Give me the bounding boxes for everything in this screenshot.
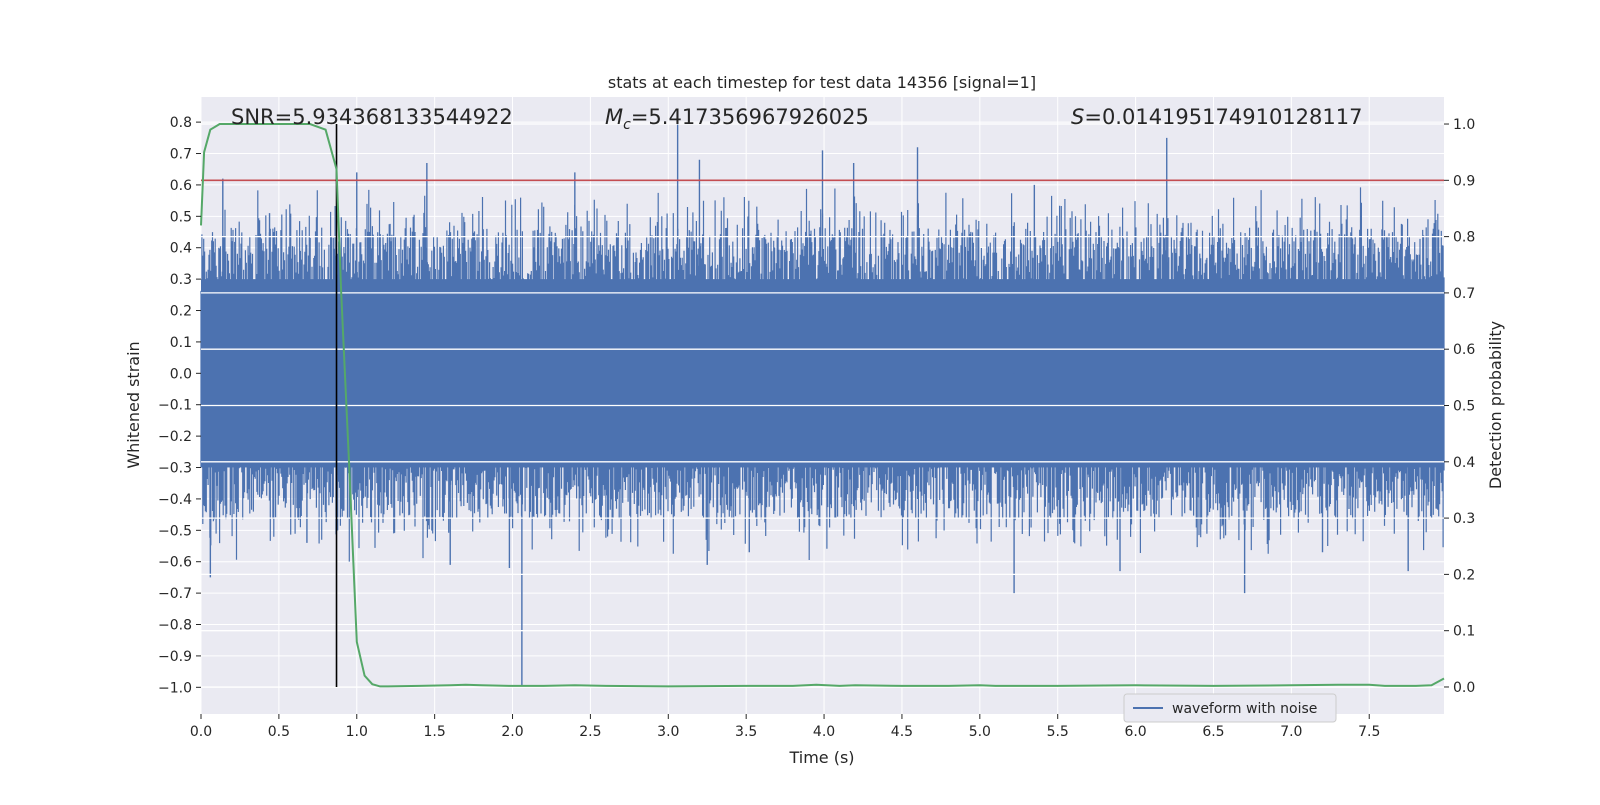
y-left-tick-label: 0.8 xyxy=(170,115,192,131)
y-right-tick-label: 1.0 xyxy=(1453,117,1475,133)
y-axis-right-label: Detection probability xyxy=(1486,321,1505,489)
x-tick-label: 2.0 xyxy=(501,724,523,740)
y-left-tick-label: −1.0 xyxy=(158,680,192,696)
y-left-tick-label: −0.1 xyxy=(158,398,192,414)
probability-series xyxy=(200,123,1445,688)
y-right-tick-label: 0.9 xyxy=(1453,173,1475,189)
y-left-tick-label: −0.5 xyxy=(158,523,192,539)
s-symbol: S xyxy=(1071,105,1084,129)
y-left-tick-label: 0.6 xyxy=(170,178,192,194)
x-tick-label: 6.0 xyxy=(1124,724,1146,740)
x-tick-label: 6.5 xyxy=(1202,724,1224,740)
y-right-tick-label: 0.1 xyxy=(1453,624,1475,640)
chirp-mass-annotation: Mc=5.417356967926025 xyxy=(605,105,869,133)
y-right-tick-label: 0.0 xyxy=(1453,680,1475,696)
y-left-tick-label: −0.9 xyxy=(158,649,192,665)
y-axis-left-label: Whitened strain xyxy=(124,341,143,468)
y-left-tick-label: 0.0 xyxy=(170,366,192,382)
y-left-tick-label: 0.3 xyxy=(170,272,192,288)
y-left-tick-label: 0.5 xyxy=(170,209,192,225)
x-tick-label: 3.0 xyxy=(657,724,679,740)
x-tick-label: 3.5 xyxy=(735,724,757,740)
x-tick-label: 7.5 xyxy=(1358,724,1380,740)
x-tick-label: 1.0 xyxy=(346,724,368,740)
x-tick-label: 4.0 xyxy=(813,724,835,740)
y-right-tick-label: 0.3 xyxy=(1453,511,1475,527)
s-annotation: S=0.014195174910128117 xyxy=(1071,105,1362,129)
x-tick-label: 5.5 xyxy=(1047,724,1069,740)
y-left-tick-label: 0.1 xyxy=(170,335,192,351)
legend-label: waveform with noise xyxy=(1172,701,1317,717)
right-axis-grid xyxy=(201,123,1444,688)
y-left-tick-label: 0.4 xyxy=(170,241,192,257)
mc-symbol: M xyxy=(605,105,623,129)
x-tick-label: 0.5 xyxy=(268,724,290,740)
y-right-tick-label: 0.7 xyxy=(1453,286,1475,302)
x-tick-label: 1.5 xyxy=(424,724,446,740)
x-tick-label: 2.5 xyxy=(579,724,601,740)
y-left-tick-label: −0.4 xyxy=(158,492,192,508)
x-tick-label: 0.0 xyxy=(190,724,212,740)
legend-box xyxy=(1123,693,1337,723)
y-left-tick-label: 0.2 xyxy=(170,304,192,320)
y-left-tick-label: −0.8 xyxy=(158,618,192,634)
x-tick-label: 7.0 xyxy=(1280,724,1302,740)
y-left-tick-label: −0.3 xyxy=(158,461,192,477)
x-axis-label: Time (s) xyxy=(788,748,854,767)
snr-annotation: SNR=5.934368133544922 xyxy=(231,105,513,129)
legend: waveform with noise xyxy=(1123,693,1337,723)
x-tick-label: 5.0 xyxy=(969,724,991,740)
detection-probability-line xyxy=(200,123,1445,688)
x-tick-label: 4.5 xyxy=(891,724,913,740)
ticks: 0.0 0.5 1.0 1.5 2.0 2.5 3.0 3.5 4.0 4.5 5.0 5.5 6.0 6… xyxy=(158,115,1475,740)
y-left-tick-label: 0.7 xyxy=(170,147,192,163)
y-left-tick-label: −0.7 xyxy=(158,586,192,602)
y-right-tick-label: 0.6 xyxy=(1453,342,1475,358)
mc-subscript: c xyxy=(623,117,631,133)
y-right-tick-label: 0.8 xyxy=(1453,230,1475,246)
chart-title: stats at each timestep for test data 143… xyxy=(608,73,1036,92)
s-value: =0.014195174910128117 xyxy=(1084,105,1362,129)
y-left-tick-label: −0.6 xyxy=(158,555,192,571)
y-left-tick-label: −0.2 xyxy=(158,429,192,445)
mc-value: =5.417356967926025 xyxy=(631,105,869,129)
waveform-series xyxy=(200,122,1445,688)
y-right-tick-label: 0.2 xyxy=(1453,567,1475,583)
y-right-tick-label: 0.5 xyxy=(1453,399,1475,415)
y-right-tick-label: 0.4 xyxy=(1453,455,1475,471)
